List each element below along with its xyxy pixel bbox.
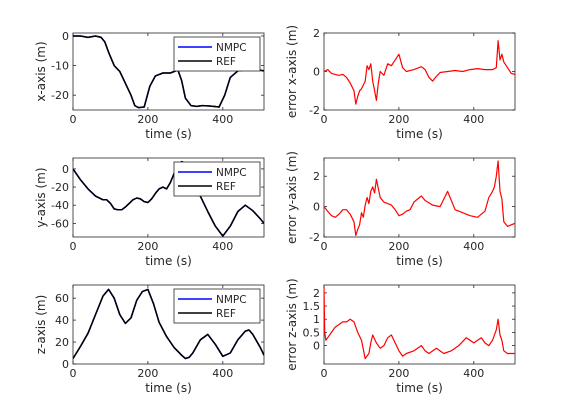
x-tick-label: 400 (212, 367, 233, 380)
y-tick-label: 0 (313, 66, 320, 79)
legend-label-nmpc: NMPC (216, 42, 247, 54)
legend-box (173, 288, 261, 324)
legend-label-nmpc: NMPC (216, 294, 247, 306)
series-group (324, 287, 515, 360)
y-axis-label: error y-axis (m) (285, 151, 299, 244)
x-tick-label: 0 (321, 240, 328, 253)
legend-label-ref: REF (216, 181, 236, 193)
x-axis-label: time (s) (396, 127, 443, 141)
x-tick-label: 0 (70, 367, 77, 380)
series-line-ref (73, 35, 264, 109)
y-tick-label: 2 (313, 287, 320, 300)
error-line (324, 287, 515, 360)
y-axis-label: y-axis (m) (34, 167, 48, 227)
x-tick-label: 200 (137, 240, 158, 253)
series-group (324, 40, 515, 105)
legend-box (173, 161, 261, 197)
x-tick-label: 0 (321, 367, 328, 380)
y-tick-label: 0 (62, 30, 69, 43)
chart-panel-1: 0 200 400 0 -10 -20 time (s) x-axis (m) NMPC REF (34, 30, 265, 141)
y-axis-label: x-axis (m) (34, 41, 48, 101)
x-tick-label: 400 (463, 113, 484, 126)
y-axis-label: error z-axis (m) (285, 278, 299, 370)
legend-label-nmpc: NMPC (216, 167, 247, 179)
series-group (73, 288, 264, 360)
x-tick-label: 400 (463, 367, 484, 380)
y-tick-label: -60 (51, 217, 69, 230)
x-axis-label: time (s) (145, 381, 192, 395)
plot-area (323, 284, 516, 365)
y-tick-label: 0 (313, 340, 320, 353)
x-tick-label: 0 (321, 113, 328, 126)
legend-label-ref: REF (216, 56, 236, 68)
y-tick-label: 20 (55, 336, 69, 349)
y-tick-label: 0 (62, 163, 69, 176)
y-tick-label: -2 (309, 231, 320, 244)
series-group (324, 160, 515, 237)
y-tick-label: 0.5 (303, 326, 321, 339)
error-line (324, 40, 515, 105)
legend: NMPC REF (173, 161, 261, 197)
legend-box (173, 36, 261, 72)
y-tick-label: 1.5 (303, 300, 321, 313)
legend: NMPC REF (173, 288, 261, 324)
y-tick-label: 40 (55, 314, 69, 327)
x-tick-label: 200 (137, 113, 158, 126)
x-tick-label: 200 (388, 367, 409, 380)
x-tick-label: 400 (463, 240, 484, 253)
y-tick-label: -20 (51, 181, 69, 194)
chart-panel-5: 0 200 400 0 20 40 60 time (s) z-axis (m) NMPC REF (34, 284, 265, 395)
x-tick-label: 400 (212, 113, 233, 126)
y-axis-label: z-axis (m) (34, 295, 48, 355)
series-group (73, 35, 264, 109)
x-tick-label: 200 (137, 367, 158, 380)
x-axis-label: time (s) (396, 381, 443, 395)
y-tick-label: 0 (62, 358, 69, 371)
y-tick-label: -10 (51, 60, 69, 73)
y-tick-label: -40 (51, 199, 69, 212)
series-group (73, 160, 264, 237)
y-tick-label: -20 (51, 89, 69, 102)
y-tick-label: 1 (313, 313, 320, 326)
x-axis-label: time (s) (145, 254, 192, 268)
x-tick-label: 0 (70, 113, 77, 126)
x-tick-label: 200 (388, 240, 409, 253)
y-tick-label: 0 (313, 201, 320, 214)
y-tick-label: 2 (313, 27, 320, 40)
x-tick-label: 0 (70, 240, 77, 253)
x-tick-label: 400 (212, 240, 233, 253)
legend: NMPC REF (173, 36, 261, 72)
legend-label-ref: REF (216, 308, 236, 320)
series-line-ref (73, 160, 264, 237)
y-tick-label: 2 (313, 170, 320, 183)
error-line (324, 160, 515, 237)
y-axis-label: error x-axis (m) (285, 25, 299, 118)
plot-area (323, 32, 516, 111)
series-line-ref (73, 288, 264, 360)
x-axis-label: time (s) (396, 254, 443, 268)
x-axis-label: time (s) (145, 127, 192, 141)
x-tick-label: 200 (388, 113, 409, 126)
y-tick-label: 60 (55, 292, 69, 305)
y-tick-label: -2 (309, 104, 320, 117)
chart-panel-3: 0 200 400 0 -20 -40 -60 time (s) y-axis (m) NMPC R… (34, 157, 265, 268)
